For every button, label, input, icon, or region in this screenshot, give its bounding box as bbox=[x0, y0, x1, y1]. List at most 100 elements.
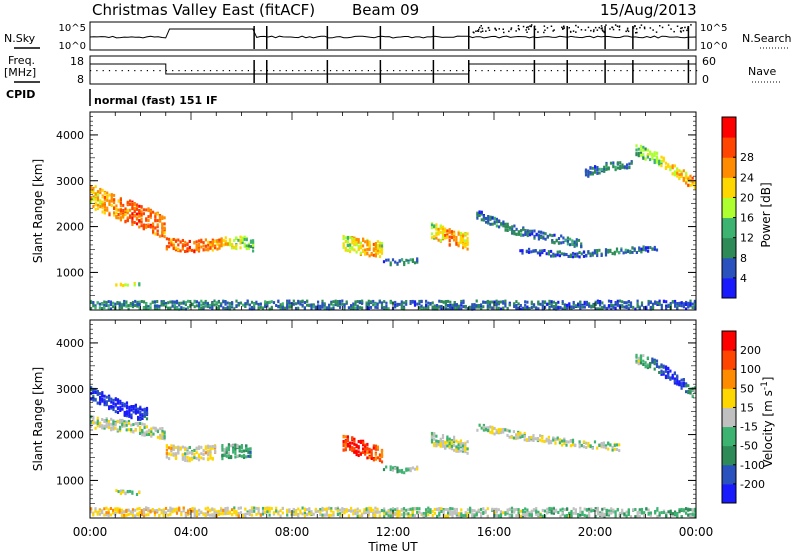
heatmap-cell bbox=[425, 306, 428, 310]
heatmap-cell bbox=[647, 302, 650, 306]
nsearch-point bbox=[609, 28, 611, 30]
heatmap-cell bbox=[113, 206, 116, 210]
heatmap-cell bbox=[614, 165, 617, 169]
heatmap-cell bbox=[555, 303, 558, 307]
heatmap-cell bbox=[110, 406, 113, 410]
heatmap-cell bbox=[531, 232, 534, 236]
nave-point bbox=[607, 70, 609, 72]
heatmap-cell bbox=[673, 170, 676, 174]
heatmap-cell bbox=[635, 251, 638, 254]
heatmap-cell bbox=[367, 506, 370, 510]
nsearch-point bbox=[543, 25, 546, 27]
heatmap-cell bbox=[168, 245, 171, 249]
heatmap-cell bbox=[342, 435, 345, 439]
heatmap-cell bbox=[662, 511, 666, 514]
heatmap-cell bbox=[133, 214, 136, 217]
heatmap-cell bbox=[113, 193, 116, 197]
heatmap-cell bbox=[553, 241, 556, 245]
heatmap-cell bbox=[245, 238, 248, 242]
heatmap-cell bbox=[351, 449, 354, 453]
heatmap-cell bbox=[125, 304, 128, 308]
heatmap-cell bbox=[342, 245, 345, 249]
heatmap-cell bbox=[127, 307, 130, 311]
heatmap-cell bbox=[458, 512, 461, 516]
heatmap-cell bbox=[140, 205, 143, 209]
heatmap-cell bbox=[676, 378, 679, 382]
heatmap-cell bbox=[346, 235, 349, 239]
heatmap-cell bbox=[682, 302, 685, 306]
heatmap-cell bbox=[308, 510, 311, 514]
heatmap-cell bbox=[658, 513, 661, 517]
heatmap-cell bbox=[654, 300, 657, 304]
heatmap-cell bbox=[480, 210, 483, 214]
heatmap-cell bbox=[149, 509, 152, 513]
heatmap-cell bbox=[584, 173, 588, 177]
heatmap-cell bbox=[533, 234, 536, 238]
heatmap-cell bbox=[310, 307, 313, 310]
heatmap-cell bbox=[565, 440, 568, 444]
heatmap-cell bbox=[511, 227, 514, 231]
heatmap-cell bbox=[506, 433, 509, 437]
heatmap-cell bbox=[502, 511, 505, 515]
heatmap-cell bbox=[131, 302, 135, 306]
heatmap-cell bbox=[94, 195, 97, 199]
heatmap-cell bbox=[385, 510, 388, 514]
heatmap-cell bbox=[140, 212, 143, 216]
heatmap-cell bbox=[252, 245, 255, 249]
heatmap-cell bbox=[319, 508, 322, 511]
heatmap-cell bbox=[92, 187, 95, 191]
heatmap-cell bbox=[658, 371, 661, 374]
heatmap-cell bbox=[169, 509, 172, 513]
nsearch-point bbox=[481, 27, 484, 30]
heatmap-cell bbox=[485, 216, 488, 220]
heatmap-cell bbox=[691, 508, 694, 512]
heatmap-cell bbox=[439, 226, 442, 230]
heatmap-cell bbox=[639, 151, 643, 155]
heatmap-cell bbox=[550, 300, 553, 304]
heatmap-cell bbox=[562, 240, 565, 244]
heatmap-cell bbox=[138, 306, 141, 310]
heatmap-cell bbox=[557, 237, 561, 240]
heatmap-cell bbox=[184, 456, 187, 459]
heatmap-cell bbox=[590, 509, 593, 513]
heatmap-cell bbox=[115, 489, 118, 493]
nsearch-point bbox=[494, 27, 496, 30]
heatmap-cell bbox=[343, 508, 346, 511]
heatmap-cell bbox=[374, 447, 377, 451]
heatmap-cell bbox=[98, 422, 102, 426]
heatmap-cell bbox=[636, 302, 639, 306]
heatmap-cell bbox=[403, 261, 406, 264]
heatmap-cell bbox=[506, 508, 509, 512]
nave-point bbox=[247, 70, 249, 72]
heatmap-cell bbox=[286, 513, 289, 517]
heatmap-cell bbox=[552, 511, 555, 515]
heatmap-cell bbox=[211, 444, 214, 448]
heatmap-cell bbox=[457, 443, 460, 447]
nsearch-point bbox=[598, 26, 600, 29]
heatmap-cell bbox=[247, 450, 250, 454]
nsearch-point bbox=[553, 29, 555, 31]
heatmap-cell bbox=[604, 253, 608, 257]
y-tick-label: 2000 bbox=[56, 429, 84, 442]
heatmap-cell bbox=[92, 197, 95, 201]
nave-point bbox=[468, 70, 470, 72]
nsearch-point bbox=[618, 29, 621, 31]
heatmap-cell bbox=[610, 507, 613, 511]
heatmap-cell bbox=[92, 301, 95, 304]
heatmap-cell bbox=[195, 451, 198, 455]
heatmap-cell bbox=[365, 511, 368, 515]
heatmap-cell bbox=[139, 425, 142, 429]
heatmap-cell bbox=[555, 508, 558, 512]
heatmap-cell bbox=[365, 307, 368, 311]
heatmap-cell bbox=[621, 510, 624, 514]
nsearch-point bbox=[502, 28, 504, 30]
heatmap-cell bbox=[622, 251, 625, 255]
heatmap-cell bbox=[129, 199, 132, 203]
heatmap-cell bbox=[292, 508, 295, 512]
heatmap-cell bbox=[177, 449, 180, 453]
heatmap-cell bbox=[170, 240, 173, 244]
colorbar-swatch bbox=[722, 445, 736, 466]
heatmap-cell bbox=[534, 437, 537, 441]
heatmap-cell bbox=[594, 302, 597, 306]
nsearch-point bbox=[681, 27, 683, 29]
